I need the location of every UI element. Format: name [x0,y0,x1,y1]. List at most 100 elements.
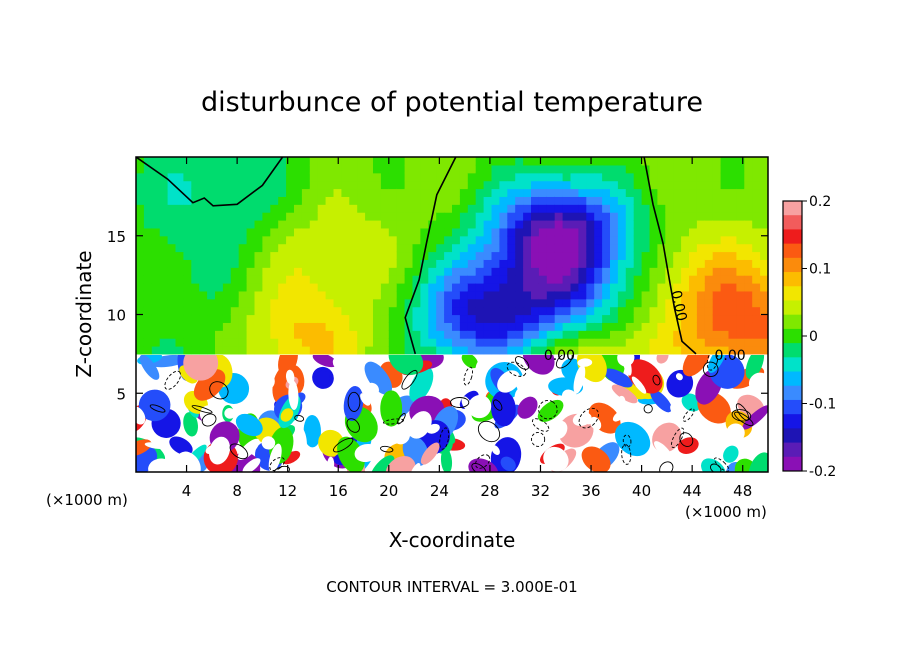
field-cell [309,220,319,229]
field-cell [625,251,635,260]
colorbar-tick-label: 0 [809,329,818,345]
field-cell [475,306,485,316]
field-cell [744,164,753,174]
field-cell [681,188,690,197]
field-cell [507,188,516,197]
field-cell [704,259,714,268]
field-cell [396,220,406,229]
field-cell [459,196,469,205]
field-cell [712,251,722,260]
field-cell [388,220,398,229]
field-cell [475,275,485,284]
field-cell [286,275,295,284]
field-cell [696,196,706,205]
field-cell [388,346,398,355]
field-cell [641,346,651,355]
colorbar-swatch [783,243,802,259]
field-cell [720,227,730,237]
field-cell [665,259,674,268]
field-cell [215,275,224,284]
field-cell [365,180,374,190]
field-cell [396,330,406,339]
field-cell [404,275,414,284]
field-cell [546,267,556,276]
field-cell [531,164,540,174]
field-cell [633,196,643,205]
field-cell [183,180,192,190]
field-cell [365,267,374,276]
field-cell [744,330,753,339]
field-cell [388,157,398,166]
field-cell [444,243,453,253]
field-cell [278,235,287,245]
field-cell [191,227,200,237]
field-cell [736,164,745,174]
field-cell [420,346,429,355]
field-cell [657,267,666,276]
field-cell [167,283,177,292]
field-cell [491,204,500,213]
field-cell [452,172,461,182]
field-cell [278,204,287,213]
field-cell [191,283,200,292]
field-cell [175,196,184,205]
field-cell [523,267,532,276]
field-cell [570,204,579,213]
field-cell [507,346,516,355]
field-cell [696,330,706,339]
field-cell [191,172,200,182]
field-cell [404,290,414,300]
field-cell [428,188,437,197]
field-cell [325,306,335,316]
field-cell [586,243,595,253]
field-cell [136,204,145,213]
field-cell [301,204,311,213]
field-cell [712,243,722,253]
field-cell [641,306,651,316]
field-cell [167,346,177,355]
field-cell [420,338,429,347]
field-cell [681,322,690,331]
field-cell [444,259,453,268]
field-cell [388,235,398,245]
field-cell [270,338,279,347]
field-cell [752,298,761,308]
field-cell [286,157,295,166]
field-cell [380,322,390,331]
field-cell [728,172,737,182]
field-cell [641,330,651,339]
field-cell [562,212,572,221]
field-cell [333,243,342,253]
field-cell [641,251,651,260]
field-cell [554,188,564,197]
field-cell [333,212,342,221]
field-cell [183,220,192,229]
field-cell [254,290,263,300]
field-cell [673,220,682,229]
field-cell [728,314,737,323]
field-cell [610,290,619,300]
field-cell [475,298,485,308]
field-cell [625,314,635,323]
field-cell [475,212,485,221]
x-axis-label: X-coordinate [389,528,516,552]
field-cell [610,212,619,221]
field-cell [712,306,722,316]
field-cell [215,314,224,323]
field-cell [641,196,651,205]
field-cell [752,338,761,347]
field-cell [357,157,366,166]
field-cell [246,188,256,197]
field-cell [404,251,414,260]
field-cell [151,306,161,316]
field-cell [151,180,161,190]
field-cell [531,314,540,323]
field-cell [357,322,366,331]
field-cell [365,275,374,284]
field-cell [586,220,595,229]
field-cell [586,298,595,308]
field-cell [452,283,461,292]
field-cell [507,283,516,292]
field-cell [617,204,627,213]
field-cell [625,306,635,316]
